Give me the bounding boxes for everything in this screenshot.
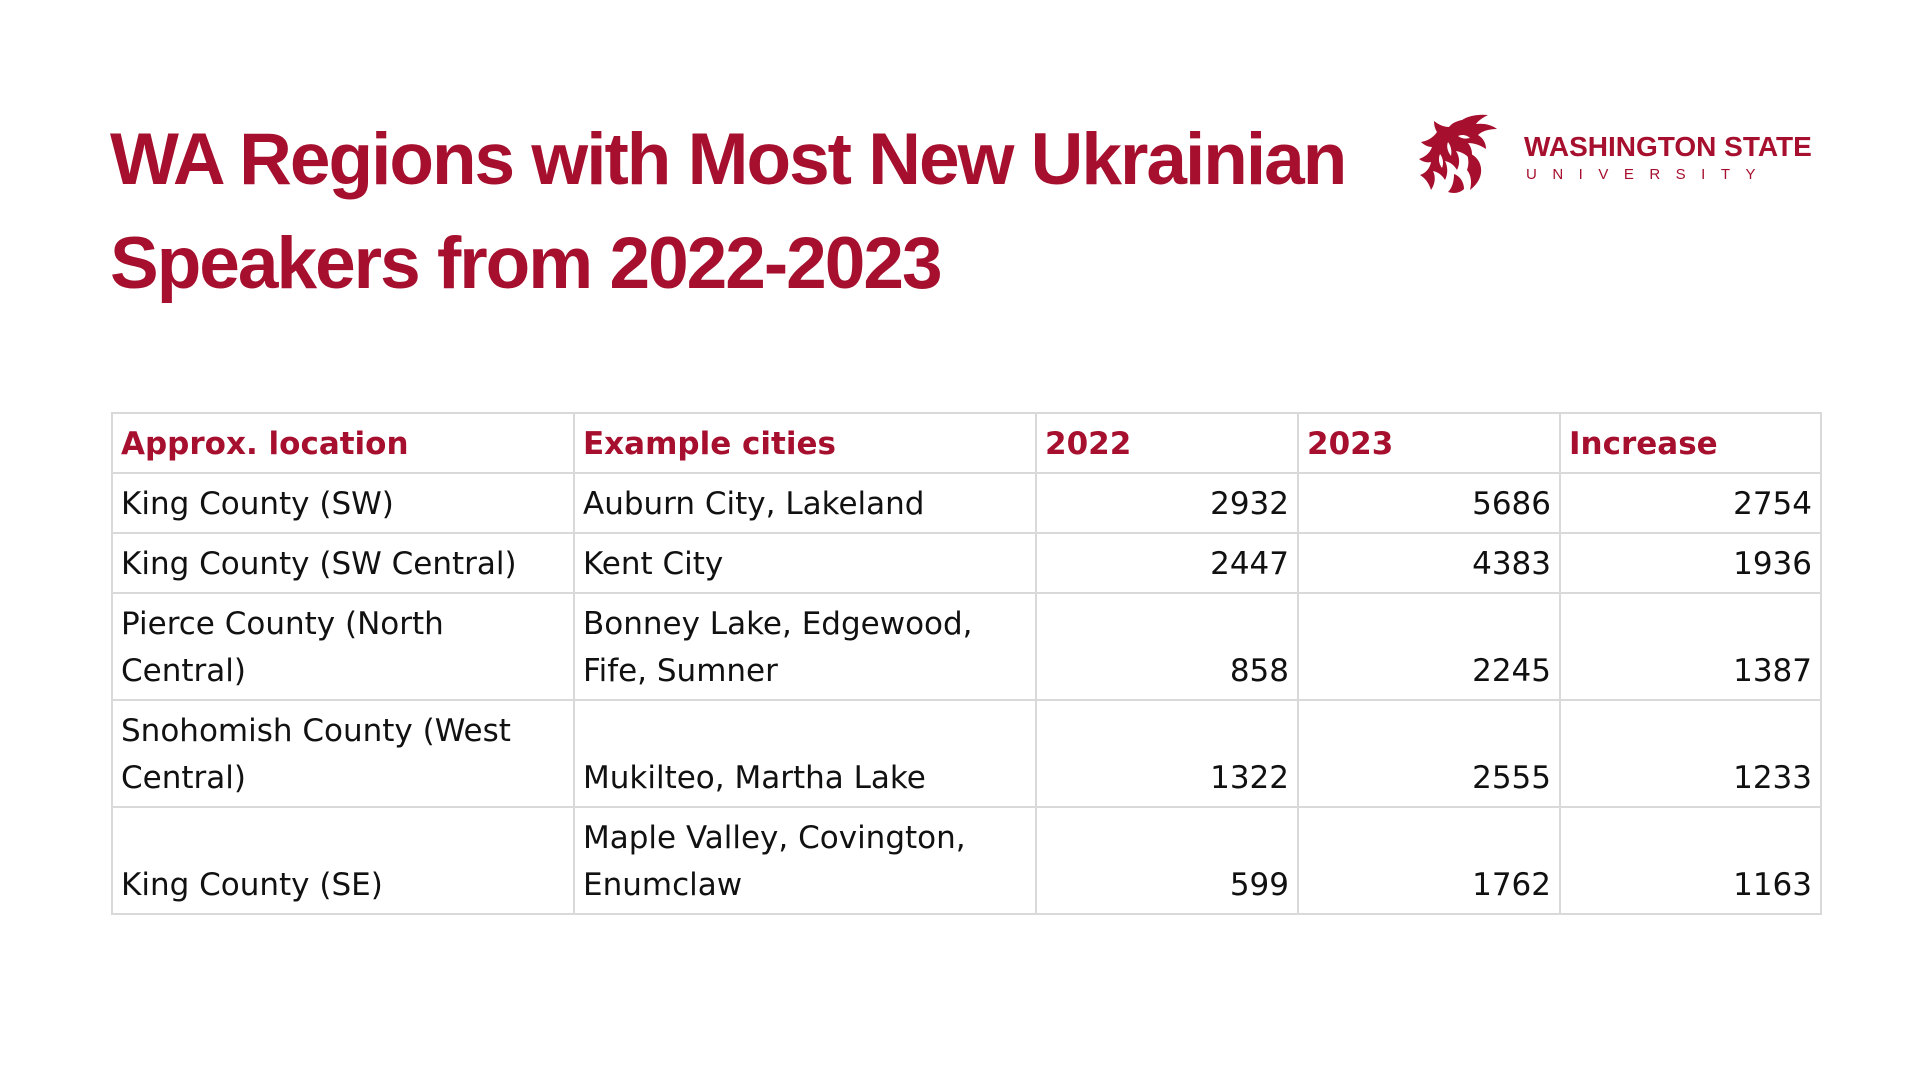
- cell-increase: 1233: [1559, 699, 1822, 808]
- cell-location: Snohomish County (West Central): [111, 699, 575, 808]
- cell-cities: Maple Valley, Covington, Enumclaw: [573, 806, 1037, 915]
- cell-2023: 2245: [1297, 592, 1561, 701]
- cell-2022: 2447: [1035, 532, 1299, 594]
- cougar-head-icon: [1419, 114, 1497, 193]
- slide-title-line-1: WA Regions with Most New Ukrainian: [110, 119, 1347, 200]
- table-row: Pierce County (North Central) Bonney Lak…: [111, 592, 1822, 701]
- logo-wordmark: WASHINGTON STATE: [1524, 131, 1812, 162]
- header-location: Approx. location: [111, 412, 575, 474]
- header-2022: 2022: [1035, 412, 1299, 474]
- table-header-row: Approx. location Example cities 2022 202…: [111, 412, 1822, 474]
- table-row: King County (SW) Auburn City, Lakeland 2…: [111, 472, 1822, 534]
- slide-title: WA Regions with Most New Ukrainian Speak…: [110, 108, 1360, 316]
- cell-increase: 1387: [1559, 592, 1822, 701]
- table-row: Snohomish County (West Central) Mukilteo…: [111, 699, 1822, 808]
- table-row: King County (SE) Maple Valley, Covington…: [111, 806, 1822, 915]
- cell-increase: 1936: [1559, 532, 1822, 594]
- cell-2023: 1762: [1297, 806, 1561, 915]
- cell-cities: Mukilteo, Martha Lake: [573, 699, 1037, 808]
- cell-location: King County (SW Central): [111, 532, 575, 594]
- cell-cities: Kent City: [573, 532, 1037, 594]
- cell-2023: 4383: [1297, 532, 1561, 594]
- table-row: King County (SW Central) Kent City 2447 …: [111, 532, 1822, 594]
- cell-2022: 858: [1035, 592, 1299, 701]
- cell-location: King County (SE): [111, 806, 575, 915]
- cell-2023: 2555: [1297, 699, 1561, 808]
- cell-2022: 1322: [1035, 699, 1299, 808]
- cell-increase: 2754: [1559, 472, 1822, 534]
- cell-2023: 5686: [1297, 472, 1561, 534]
- cell-cities: Auburn City, Lakeland: [573, 472, 1037, 534]
- cell-cities: Bonney Lake, Edgewood, Fife, Sumner: [573, 592, 1037, 701]
- header-2023: 2023: [1297, 412, 1561, 474]
- cell-location: King County (SW): [111, 472, 575, 534]
- cell-increase: 1163: [1559, 806, 1822, 915]
- header-increase: Increase: [1559, 412, 1822, 474]
- slide-title-line-2: Speakers from 2022-2023: [110, 223, 943, 304]
- header-example-cities: Example cities: [573, 412, 1037, 474]
- cell-2022: 599: [1035, 806, 1299, 915]
- wsu-logo: WASHINGTON STATE UNIVERSITY: [1418, 110, 1818, 200]
- ukrainian-speakers-table: Approx. location Example cities 2022 202…: [111, 412, 1822, 915]
- logo-subtitle: UNIVERSITY: [1526, 166, 1772, 183]
- cell-2022: 2932: [1035, 472, 1299, 534]
- cell-location: Pierce County (North Central): [111, 592, 575, 701]
